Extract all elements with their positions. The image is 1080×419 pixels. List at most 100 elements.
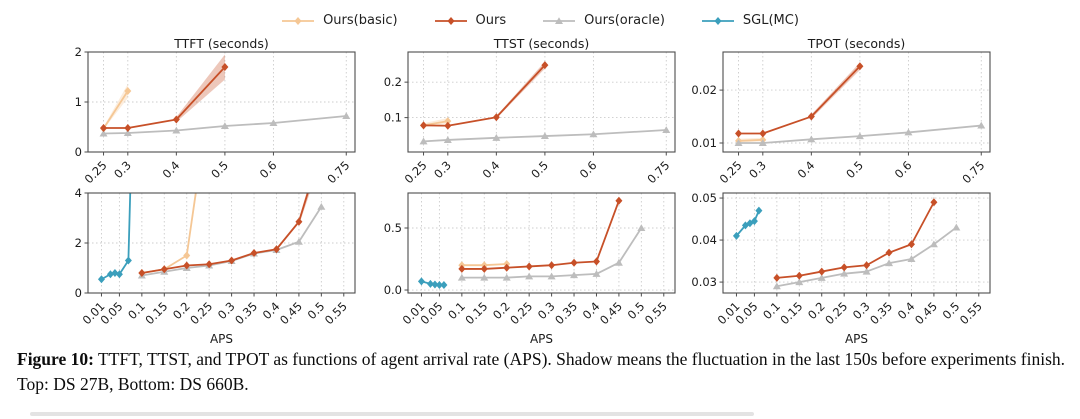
ours-marker-icon	[434, 16, 467, 25]
data-point-marker	[435, 281, 443, 290]
legend-item-sgl-mc-: SGL(MC)	[701, 13, 799, 28]
data-point-marker	[444, 117, 452, 126]
y-tick-label: 0	[75, 286, 82, 300]
chart-tpot-ds660b: 0.010.05 0.10.15 0.20.25 0.30.35 0.40.45 0.50…	[691, 191, 991, 346]
ours-basic--marker-icon	[282, 16, 315, 25]
data-point-marker	[269, 119, 278, 126]
x-tick-label: 0.35	[867, 299, 895, 327]
series-group	[732, 198, 961, 290]
data-point-marker	[457, 273, 466, 281]
data-point-marker	[855, 132, 864, 140]
series-line	[102, 66, 226, 129]
figure-caption: Figure 10: TTFT, TTST, and TPOT as funct…	[17, 347, 1067, 398]
x-axis-label: APS	[210, 332, 233, 346]
x-tick-label: 0.5	[843, 158, 866, 181]
chart-title: TTST (seconds)	[493, 36, 589, 51]
data-point-marker	[419, 137, 428, 145]
data-point-marker	[492, 134, 501, 141]
data-point-marker	[592, 257, 600, 266]
data-point-marker	[138, 269, 146, 277]
data-point-marker	[614, 258, 623, 266]
page-edge-artifact	[30, 412, 754, 416]
x-tick-label: 0.55	[957, 299, 985, 327]
data-point-marker	[929, 240, 938, 248]
data-point-marker	[885, 248, 893, 257]
series-line	[422, 129, 668, 143]
data-point-marker	[172, 126, 181, 134]
x-tick-label: 0.3	[431, 158, 454, 181]
data-point-marker	[952, 223, 961, 231]
data-point-marker	[172, 115, 180, 124]
x-tick-label: 0.55	[322, 299, 350, 327]
data-point-marker	[440, 281, 448, 290]
y-tick-label: 0.1	[384, 111, 402, 125]
data-point-marker	[458, 264, 466, 273]
chart-ttst-ds660b: 0.010.05 0.10.15 0.20.25 0.30.35 0.40.45 0.50…	[384, 192, 676, 346]
x-axis-label: APS	[845, 332, 868, 346]
data-point-marker	[570, 258, 578, 267]
data-point-marker	[734, 139, 743, 147]
data-point-marker	[759, 129, 767, 138]
x-tick-label: 0.25	[822, 299, 850, 327]
series-line	[737, 138, 764, 142]
data-point-marker	[795, 271, 803, 280]
y-tick-label: 0.05	[691, 191, 717, 205]
plot-border	[407, 192, 676, 294]
shadow-band	[298, 193, 310, 225]
caption-text: TTFT, TTST, and TPOT as functions of age…	[17, 349, 1066, 395]
data-point-marker	[818, 267, 826, 276]
series-group	[419, 61, 671, 145]
data-point-marker	[807, 112, 815, 121]
axis-ticks	[84, 51, 347, 156]
data-point-marker	[977, 121, 986, 129]
series-line	[422, 64, 546, 127]
legend-label: Ours(basic)	[323, 13, 398, 28]
x-tick-label: 0.6	[892, 158, 915, 181]
data-point-marker	[221, 63, 229, 71]
data-point-marker	[525, 272, 534, 280]
data-point-marker	[548, 261, 556, 270]
legend-item-ours-basic-: Ours(basic)	[281, 13, 398, 28]
y-tick-label: 2	[75, 236, 82, 250]
axis-ticks	[719, 89, 982, 156]
series-line	[102, 90, 129, 130]
x-tick-label: 0.3	[746, 158, 769, 181]
data-point-marker	[772, 282, 781, 290]
data-point-marker	[540, 132, 549, 140]
x-tick-label: 0.45	[912, 299, 940, 327]
x-tick-label: 0.25	[187, 299, 215, 327]
chart-ttft-ds660b: 0.010.05 0.10.15 0.20.25 0.30.35 0.40.45 0.50…	[75, 186, 356, 346]
data-point-marker	[444, 121, 452, 130]
data-point-marker	[342, 112, 351, 119]
data-point-marker	[570, 271, 579, 279]
x-tick-label: 0.35	[552, 299, 580, 327]
x-tick-label: 0.6	[577, 158, 600, 181]
data-point-marker	[123, 129, 132, 136]
data-point-marker	[547, 272, 556, 280]
data-point-marker	[750, 217, 758, 226]
x-tick-label: 0.35	[232, 299, 260, 327]
sgl-mc--marker-icon	[701, 16, 734, 25]
x-tick-label: 0.55	[642, 299, 670, 327]
data-point-marker	[662, 126, 671, 134]
axis-ticks	[84, 192, 345, 297]
data-point-marker	[637, 224, 646, 231]
x-tick-label: 0.4	[795, 158, 818, 181]
data-point-marker	[863, 261, 871, 270]
data-point-marker	[807, 135, 816, 143]
data-point-marker	[817, 274, 826, 281]
data-point-marker	[502, 273, 511, 281]
series-group	[734, 62, 986, 147]
y-tick-label: 0.01	[691, 136, 717, 150]
x-axis-label: APS	[530, 332, 553, 346]
legend-item-ours-oracle-: Ours(oracle)	[542, 13, 665, 28]
data-point-marker	[317, 202, 326, 210]
data-point-marker	[115, 270, 123, 279]
data-point-marker	[758, 139, 767, 147]
data-point-marker	[124, 87, 132, 95]
x-tick-label: 0.25	[507, 299, 535, 327]
data-point-marker	[795, 278, 804, 286]
data-point-marker	[480, 264, 488, 273]
data-point-marker	[735, 129, 743, 138]
